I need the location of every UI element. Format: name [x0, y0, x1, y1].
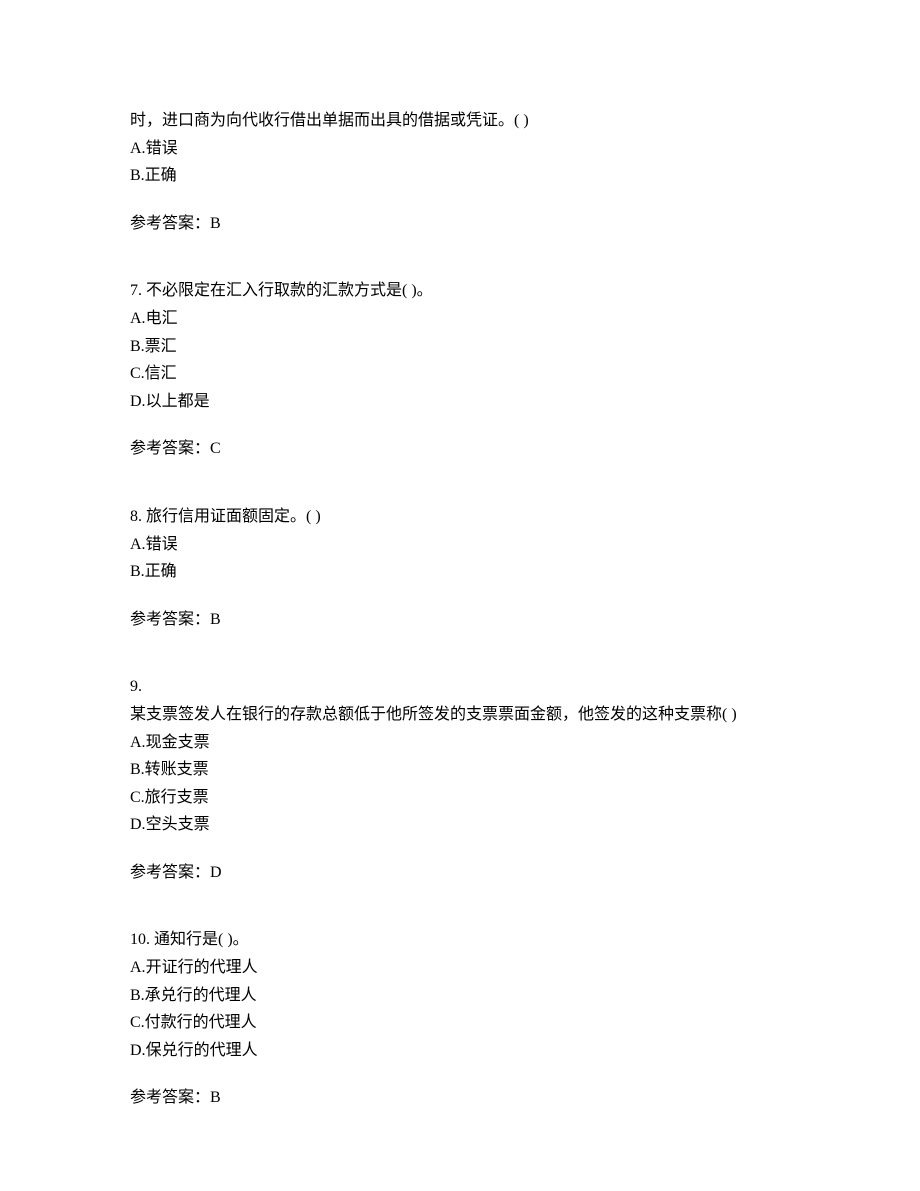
option-a: A.开证行的代理人 — [130, 955, 790, 981]
answer: 参考答案：B — [130, 1085, 790, 1111]
answer: 参考答案：C — [130, 436, 790, 462]
answer: 参考答案：B — [130, 211, 790, 237]
answer: 参考答案：D — [130, 860, 790, 886]
option-c: C.旅行支票 — [130, 785, 790, 811]
option-a: A.现金支票 — [130, 730, 790, 756]
option-b: B.转账支票 — [130, 757, 790, 783]
option-b: B.正确 — [130, 559, 790, 585]
option-b: B.承兑行的代理人 — [130, 983, 790, 1009]
question-9: 9. 某支票签发人在银行的存款总额低于他所签发的支票票面金额，他签发的这种支票称… — [130, 674, 790, 885]
question-7: 7. 不必限定在汇入行取款的汇款方式是( )。 A.电汇 B.票汇 C.信汇 D… — [130, 278, 790, 462]
option-c: C.信汇 — [130, 361, 790, 387]
question-text: 10. 通知行是( )。 — [130, 927, 790, 953]
option-a: A.错误 — [130, 532, 790, 558]
question-text: 7. 不必限定在汇入行取款的汇款方式是( )。 — [130, 278, 790, 304]
question-text: 时，进口商为向代收行借出单据而出具的借据或凭证。( ) — [130, 108, 790, 134]
option-c: C.付款行的代理人 — [130, 1010, 790, 1036]
option-a: A.电汇 — [130, 306, 790, 332]
question-6-partial: 时，进口商为向代收行借出单据而出具的借据或凭证。( ) A.错误 B.正确 参考… — [130, 108, 790, 236]
option-d: D.保兑行的代理人 — [130, 1038, 790, 1064]
question-10: 10. 通知行是( )。 A.开证行的代理人 B.承兑行的代理人 C.付款行的代… — [130, 927, 790, 1111]
question-8: 8. 旅行信用证面额固定。( ) A.错误 B.正确 参考答案：B — [130, 504, 790, 632]
question-text: 某支票签发人在银行的存款总额低于他所签发的支票票面金额，他签发的这种支票称( ) — [130, 702, 790, 728]
question-text: 8. 旅行信用证面额固定。( ) — [130, 504, 790, 530]
option-d: D.以上都是 — [130, 389, 790, 415]
option-d: D.空头支票 — [130, 812, 790, 838]
answer: 参考答案：B — [130, 607, 790, 633]
option-a: A.错误 — [130, 136, 790, 162]
option-b: B.正确 — [130, 163, 790, 189]
question-number: 9. — [130, 674, 790, 700]
option-b: B.票汇 — [130, 334, 790, 360]
